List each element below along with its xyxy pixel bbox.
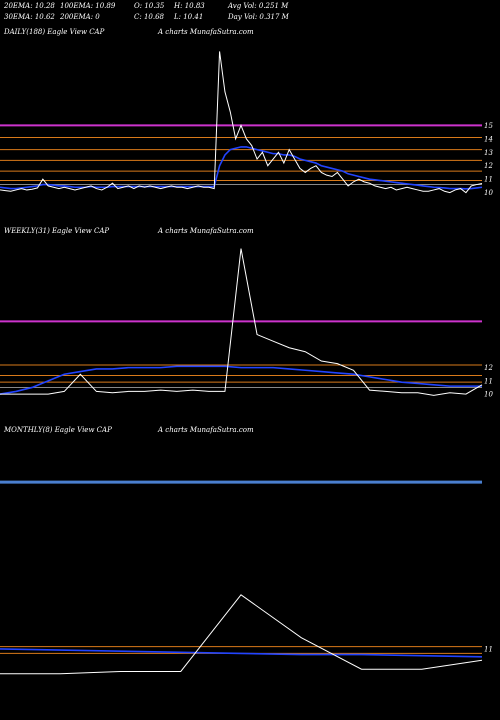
y-tick-label: 10	[484, 189, 493, 197]
ema100-label: 100EMA: 10.89	[60, 2, 116, 10]
y-tick-label: 11	[484, 645, 493, 653]
panel-title: DAILY(188) Eagle View CAP	[3, 28, 105, 36]
avg-vol-label: Avg Vol: 0.251 M	[228, 2, 289, 10]
ema-line	[0, 648, 483, 658]
price-line	[0, 594, 483, 675]
watermark: A charts MunafaSutra.com	[157, 426, 254, 434]
y-tick-label: 14	[484, 135, 493, 143]
y-tick-label: 15	[484, 122, 493, 130]
close-label: C: 10.68	[134, 13, 164, 21]
y-tick-label: 11	[484, 377, 493, 385]
watermark: A charts MunafaSutra.com	[157, 227, 254, 235]
price-line	[0, 248, 483, 396]
ema30-label: 30EMA: 10.62	[4, 13, 55, 21]
day-vol-label: Day Vol: 0.317 M	[228, 13, 289, 21]
ema200-label: 200EMA: 0	[60, 13, 100, 21]
watermark: A charts MunafaSutra.com	[157, 28, 254, 36]
y-tick-label: 11	[484, 176, 493, 184]
y-tick-label: 10	[484, 391, 493, 399]
open-label: O: 10.35	[134, 2, 165, 10]
panel-title: WEEKLY(31) Eagle View CAP	[4, 227, 109, 235]
price-line	[0, 51, 483, 194]
ema-line	[0, 146, 483, 190]
low-label: L: 10.41	[174, 13, 204, 21]
high-label: H: 10.83	[174, 2, 205, 10]
panel-title: MONTHLY(8) Eagle View CAP	[3, 426, 112, 434]
y-tick-label: 12	[484, 162, 493, 170]
y-tick-label: 12	[484, 364, 493, 372]
y-tick-label: 13	[484, 149, 493, 157]
ema-line	[0, 365, 482, 395]
ema20-label: 20EMA: 10.28	[4, 2, 55, 10]
